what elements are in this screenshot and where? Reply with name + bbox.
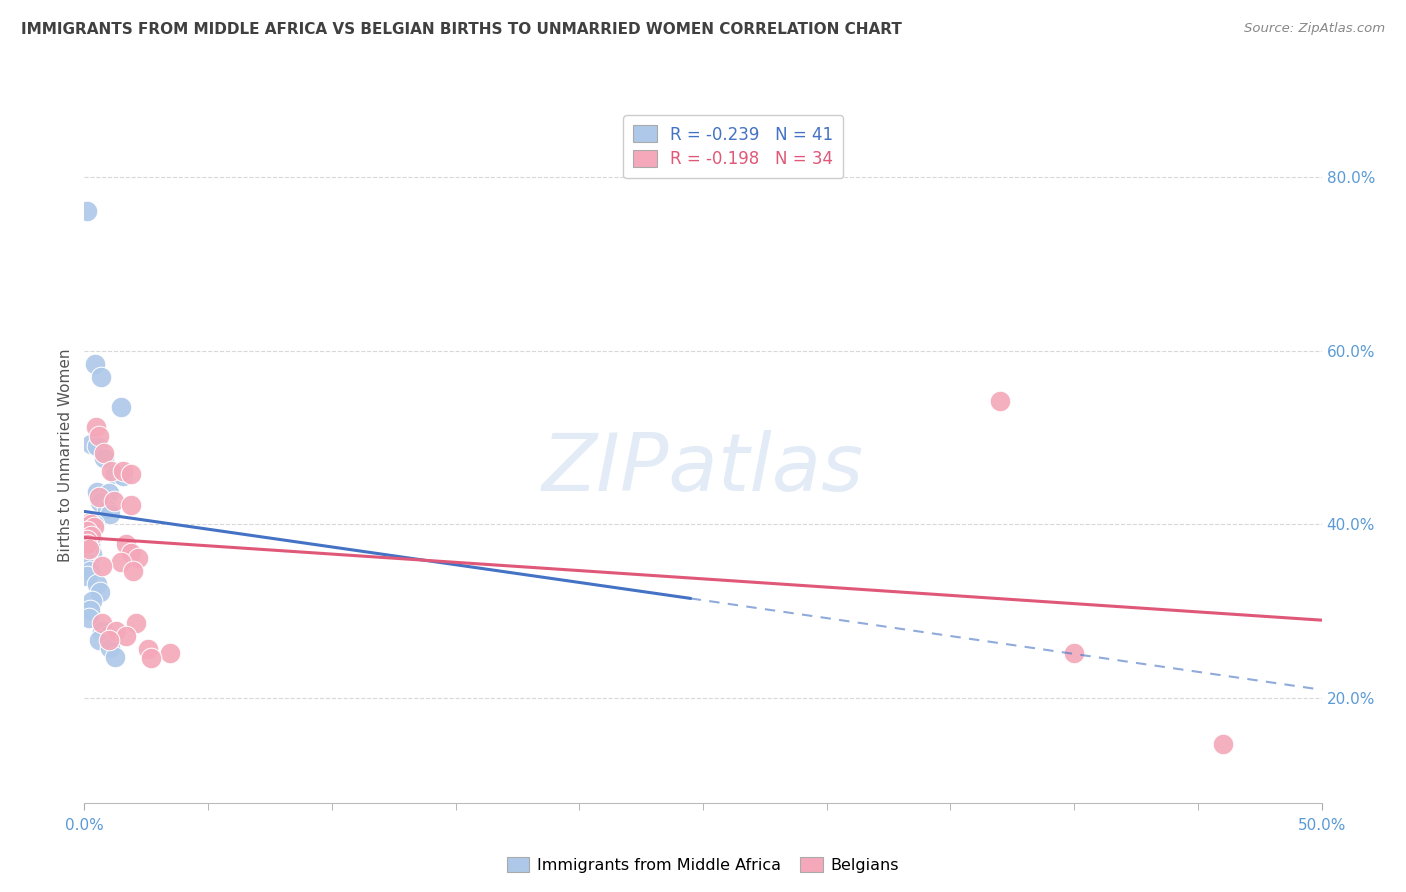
Point [96, 629, 118, 643]
Point [80, 594, 103, 608]
Point [83, 520, 105, 534]
Point [112, 464, 135, 478]
Point [115, 537, 138, 551]
Point [84, 420, 107, 434]
Point [98, 640, 121, 655]
Point [115, 629, 138, 643]
Point [89, 495, 111, 509]
Point [103, 467, 125, 481]
Point [93, 446, 115, 460]
Point [86, 439, 108, 453]
Point [103, 649, 125, 664]
Point [83, 517, 105, 532]
Text: IMMIGRANTS FROM MIDDLE AFRICA VS BELGIAN BIRTHS TO UNMARRIED WOMEN CORRELATION C: IMMIGRANTS FROM MIDDLE AFRICA VS BELGIAN… [21, 22, 903, 37]
Point [122, 564, 145, 578]
Point [91, 624, 114, 639]
Point [125, 615, 148, 630]
Point [76, 542, 98, 557]
Point [76, 204, 98, 219]
Text: Source: ZipAtlas.com: Source: ZipAtlas.com [1244, 22, 1385, 36]
Point [110, 400, 132, 414]
Point [79, 516, 101, 530]
Point [90, 615, 112, 630]
Point [80, 529, 103, 543]
Y-axis label: Births to Unmarried Women: Births to Unmarried Women [58, 348, 73, 562]
Point [76, 569, 98, 583]
Point [110, 555, 132, 569]
Point [98, 507, 121, 521]
Point [80, 530, 103, 544]
Point [86, 485, 108, 500]
Point [76, 560, 98, 574]
Point [82, 547, 104, 561]
Legend: Immigrants from Middle Africa, Belgians: Immigrants from Middle Africa, Belgians [501, 851, 905, 880]
Point [80, 517, 103, 532]
Point [77, 529, 100, 543]
Point [90, 559, 112, 574]
Point [139, 650, 162, 665]
Point [105, 624, 128, 639]
Text: ZIPatlas: ZIPatlas [541, 430, 865, 508]
Point [87, 429, 110, 443]
Point [76, 520, 98, 534]
Point [76, 537, 98, 551]
Point [76, 524, 98, 539]
Point [79, 541, 101, 556]
Legend: R = -0.239   N = 41, R = -0.198   N = 34: R = -0.239 N = 41, R = -0.198 N = 34 [623, 115, 844, 178]
Point [86, 576, 108, 591]
Point [76, 534, 98, 549]
Point [98, 633, 121, 648]
Point [76, 551, 98, 566]
Point [79, 556, 101, 570]
Point [100, 464, 122, 478]
Point [120, 467, 142, 481]
Point [89, 633, 111, 648]
Point [90, 369, 112, 384]
Point [80, 437, 103, 451]
Point [103, 494, 125, 508]
Point [79, 603, 101, 617]
Point [98, 486, 121, 500]
Point [79, 521, 101, 535]
Point [159, 646, 181, 660]
Point [83, 357, 105, 371]
Point [89, 585, 111, 599]
Point [96, 501, 118, 516]
Point [76, 524, 98, 539]
Point [79, 526, 101, 541]
Point [93, 450, 115, 465]
Point [988, 394, 1011, 409]
Point [76, 533, 98, 548]
Point [79, 565, 101, 579]
Point [79, 611, 101, 625]
Point [112, 468, 135, 483]
Point [89, 490, 111, 504]
Point [79, 516, 101, 530]
Point [127, 550, 149, 565]
Point [1212, 737, 1234, 751]
Point [136, 641, 159, 656]
Point [120, 546, 142, 560]
Point [79, 538, 101, 552]
Point [120, 499, 142, 513]
Point [1063, 646, 1085, 660]
